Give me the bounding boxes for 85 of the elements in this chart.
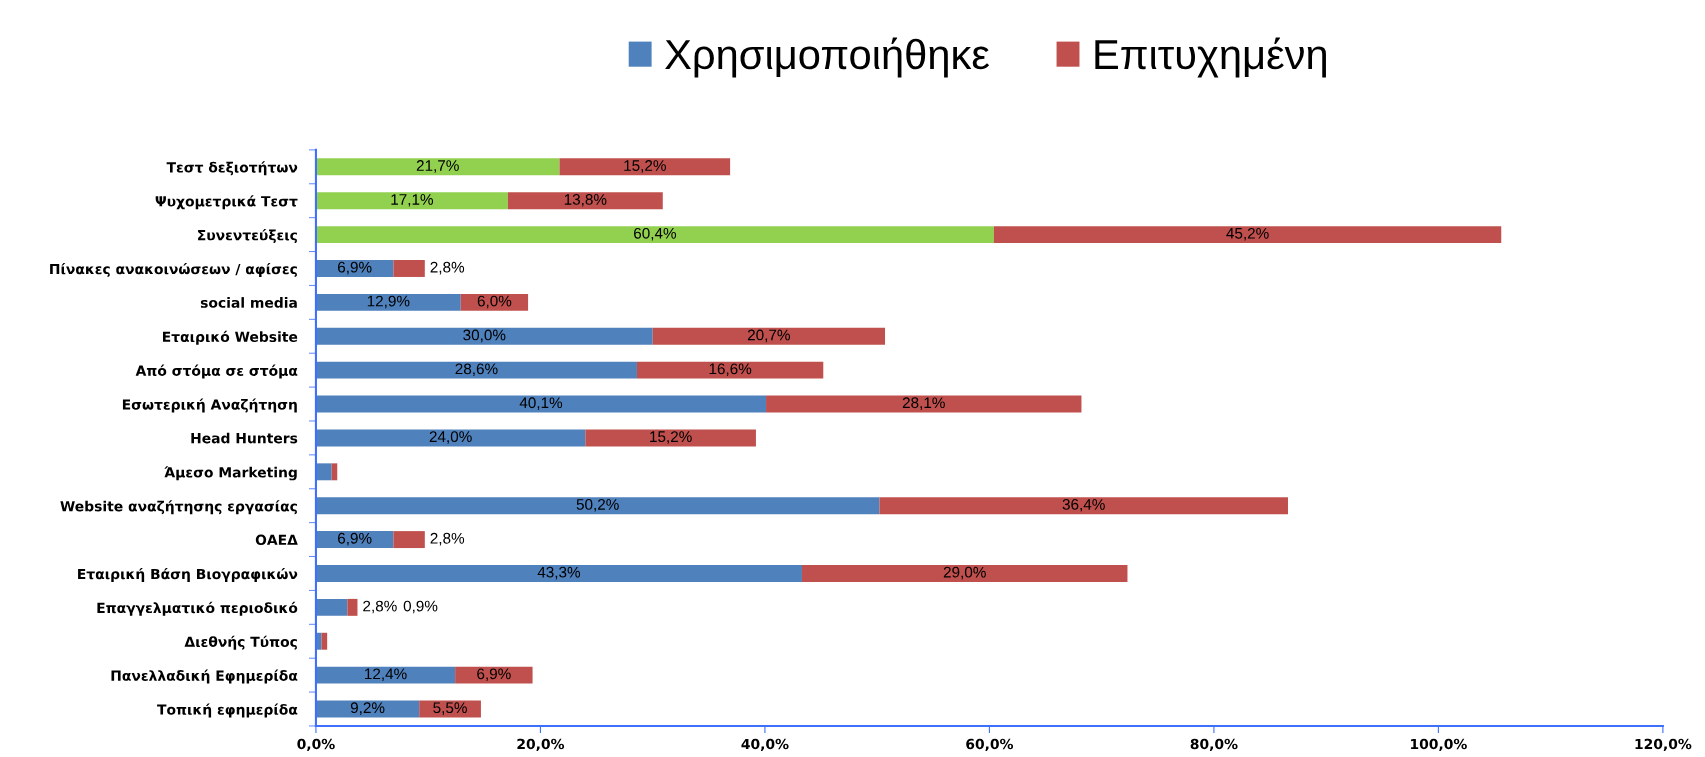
y-tick-label: Τεστ δεξιοτήτων (166, 161, 298, 176)
y-tick-label: Τοπική εφημερίδα (157, 703, 298, 718)
bar (993, 226, 1502, 244)
data-label: 6,0% (477, 295, 512, 309)
bar (559, 158, 731, 176)
data-label: 16,6% (709, 363, 752, 377)
data-label: 60,4% (634, 227, 677, 241)
data-label: 20,7% (747, 329, 790, 343)
data-label: 30,0% (463, 329, 506, 343)
data-label: 28,6% (455, 363, 498, 377)
y-tick-label: Ψυχομετρικά Τεστ (155, 195, 298, 210)
bar (636, 361, 824, 379)
bar (315, 463, 332, 481)
y-tick-label: social media (200, 297, 297, 308)
data-label: 43,3% (537, 566, 581, 580)
bar (315, 158, 560, 176)
data-label: 40,1% (519, 397, 563, 410)
data-label: 29,0% (943, 566, 986, 580)
y-tick-label: Διεθνής Τύπος (184, 635, 297, 650)
y-tick-label: Website αναζήτησης εργασίας (60, 500, 297, 515)
data-label: 28,1% (902, 397, 945, 410)
x-tick-label: 80,0% (1190, 738, 1238, 751)
x-tick-label: 20,0% (517, 738, 565, 751)
data-label: 13,8% (564, 194, 607, 207)
data-label: 6,9% (338, 261, 372, 275)
y-tick-label: Εσωτερική Αναζήτηση (122, 398, 297, 413)
legend-label: Επιτυχημένη (1095, 37, 1326, 78)
bar (393, 531, 425, 549)
bar (315, 598, 348, 616)
x-tick-label: 40,0% (741, 738, 789, 751)
bar (315, 497, 880, 515)
data-label: 2,8% (430, 261, 465, 275)
bar (315, 226, 994, 244)
bar (801, 565, 1128, 582)
bar (347, 598, 358, 616)
bar (315, 565, 802, 582)
bar (315, 395, 767, 413)
bar (766, 395, 1082, 413)
bar (393, 260, 425, 277)
bar (315, 260, 394, 277)
data-label: 12,4% (365, 668, 407, 682)
data-label: 5,5% (433, 702, 467, 715)
y-tick-label: Πανελλαδική Εφημερίδα (111, 669, 298, 684)
bar (879, 497, 1288, 515)
data-label: 36,4% (1062, 498, 1105, 512)
data-label: 9,2% (350, 702, 385, 715)
data-label: 6,9% (338, 532, 372, 546)
y-tick-label: Επαγγελματικό περιοδικό (97, 601, 298, 616)
y-tick-label: Άμεσο Marketing (164, 466, 297, 481)
bar (455, 666, 533, 684)
data-label: 45,2% (1226, 227, 1269, 241)
bar (315, 192, 508, 210)
x-tick-label: 0,0% (297, 738, 335, 751)
bar (315, 293, 461, 311)
y-tick-label: Από στόμα σε στόμα (135, 364, 298, 379)
bar (315, 531, 394, 549)
data-label: 50,2% (576, 498, 619, 512)
bar (315, 429, 586, 447)
data-label: 12,9% (367, 295, 410, 309)
bar (585, 429, 756, 447)
data-label: 24,0% (429, 431, 472, 444)
y-tick-label: Head Hunters (191, 432, 298, 444)
data-label: 2,8% (363, 600, 397, 614)
data-label: 15,2% (624, 160, 666, 173)
x-tick-label: 100,0% (1411, 738, 1467, 751)
y-tick-label: Εταιρική Βάση Βιογραφικών (78, 567, 298, 582)
data-label: 21,7% (416, 160, 459, 173)
data-label: 15,2% (650, 431, 692, 444)
y-tick-label: Συνεντεύξεις (198, 229, 297, 244)
bar (315, 361, 637, 379)
bar (460, 293, 529, 311)
x-tick-label: 60,0% (966, 738, 1014, 751)
y-tick-label: Πίνακες ανακοινώσεων / αφίσες (50, 262, 297, 277)
data-label: 0,9% (403, 600, 438, 614)
y-tick-label: Εταιρικό Website (162, 330, 298, 345)
data-label: 2,8% (430, 532, 465, 546)
bar (652, 327, 886, 345)
legend-label: Χρησιμοποιήθηκε (665, 37, 990, 78)
x-tick-label: 120,0% (1635, 738, 1692, 751)
y-tick-label: ΟΑΕΔ (255, 534, 298, 546)
bar (507, 192, 663, 210)
bar (315, 327, 653, 345)
data-label: 6,9% (477, 668, 511, 682)
data-label: 17,1% (391, 194, 434, 207)
bar (315, 666, 456, 684)
